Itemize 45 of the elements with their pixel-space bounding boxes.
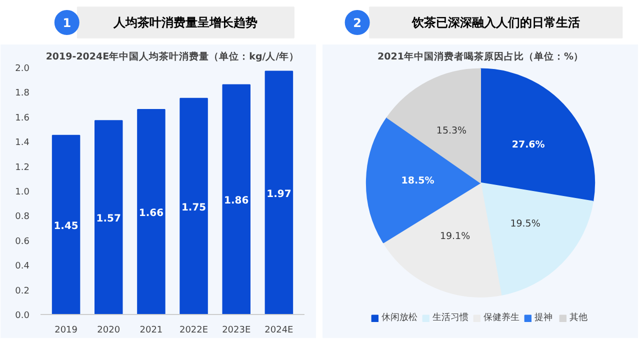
y-tick-label: 0.6	[15, 236, 30, 247]
data-label: 19.1%	[440, 231, 470, 242]
data-label: 1.66	[138, 208, 164, 219]
y-tick-label: 2.0	[15, 64, 30, 74]
data-label: 1.97	[266, 188, 292, 200]
data-label: 1.86	[224, 196, 249, 207]
data-label: 1.75	[181, 202, 206, 214]
data-label: 1.57	[96, 214, 122, 225]
bar	[222, 84, 250, 314]
bar	[52, 134, 80, 314]
y-tick-label: 1.6	[15, 113, 30, 124]
x-tick-label: 2023E	[222, 326, 251, 336]
legend-label: 提神	[534, 312, 554, 324]
chart-title: 人均茶叶消费量呈增长趋势	[112, 16, 258, 30]
legend-label: 其他	[570, 312, 588, 324]
legend-label: 生活习惯	[432, 312, 468, 324]
chart-subtitle: 2021年中国消费者喝茶原因占比（单位：%）	[378, 50, 584, 62]
data-label: 18.5%	[401, 176, 435, 187]
data-label: 19.5%	[510, 218, 540, 230]
data-label: 1.45	[54, 220, 78, 232]
y-tick-label: 0.0	[15, 311, 30, 321]
x-tick-label: 2022E	[179, 326, 208, 336]
bar	[180, 98, 208, 314]
y-tick-label: 1.4	[15, 138, 30, 148]
chart-subtitle: 2019-2024E年中国人均茶叶消费量（单位：kg/人/年）	[46, 50, 300, 62]
x-tick-label: 2021	[140, 326, 163, 336]
legend-label: 休闲放松	[382, 312, 418, 324]
y-tick-label: 0.4	[15, 262, 30, 272]
bar	[94, 120, 123, 314]
legend-label: 保健养生	[484, 312, 520, 324]
x-tick-label: 2019	[54, 326, 78, 336]
chart-title: 饮茶已深深融入人们的日常生活	[410, 16, 580, 30]
bar	[264, 70, 294, 314]
y-tick-label: 0.8	[15, 212, 30, 222]
y-tick-label: 0.2	[15, 286, 30, 296]
data-label: 15.3%	[436, 125, 467, 136]
x-tick-label: 2020	[97, 326, 120, 336]
x-tick-label: 2024E	[264, 326, 294, 336]
y-tick-label: 1.8	[15, 88, 30, 99]
y-tick-label: 1.0	[15, 188, 30, 198]
data-label: 27.6%	[512, 139, 546, 150]
text: 2	[353, 16, 362, 30]
y-tick-label: 1.2	[15, 162, 30, 173]
bar	[137, 108, 166, 314]
text: 1	[62, 16, 72, 30]
